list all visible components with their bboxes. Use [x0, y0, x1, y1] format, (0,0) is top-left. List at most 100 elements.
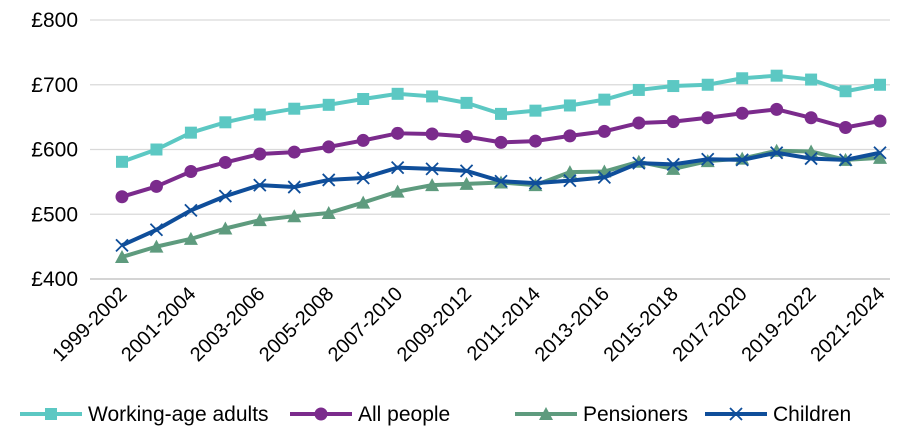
- data-point-working-age-adults: [701, 78, 714, 91]
- data-point-all-people: [528, 134, 542, 148]
- data-point-all-people: [701, 111, 715, 125]
- series-children: [115, 146, 887, 252]
- data-point-pensioners: [459, 176, 474, 190]
- data-point-children: [494, 174, 508, 188]
- data-point-all-people: [115, 190, 129, 204]
- legend-label: Children: [773, 403, 851, 426]
- legend-item-pensioners: Pensioners: [515, 403, 688, 426]
- data-point-all-people: [563, 129, 577, 143]
- data-point-working-age-adults: [426, 90, 439, 103]
- gridlines: [90, 19, 890, 280]
- data-point-all-people: [253, 147, 267, 161]
- data-point-all-people: [218, 155, 232, 169]
- data-point-pensioners: [115, 249, 129, 263]
- data-point-working-age-adults: [839, 85, 852, 98]
- data-point-children: [735, 153, 749, 167]
- data-point-working-age-adults: [253, 108, 266, 121]
- data-point-all-people: [460, 130, 474, 144]
- data-point-all-people: [494, 135, 508, 149]
- data-point-pensioners: [149, 239, 164, 253]
- x-tick-label: 2009-2012: [393, 283, 476, 366]
- data-point-children: [769, 146, 784, 160]
- data-point-pensioners: [562, 165, 577, 179]
- data-point-working-age-adults: [322, 98, 335, 111]
- data-point-pensioners: [252, 213, 267, 227]
- legend-marker: [539, 407, 553, 420]
- data-point-all-people: [666, 115, 680, 129]
- data-point-working-age-adults: [598, 93, 611, 106]
- data-point-children: [115, 238, 129, 252]
- data-point-working-age-adults: [288, 102, 301, 115]
- data-point-working-age-adults: [495, 107, 507, 120]
- data-point-all-people: [632, 116, 646, 130]
- y-tick-label: £400: [31, 268, 78, 291]
- data-point-all-people: [425, 127, 439, 141]
- y-axis-tick-labels: £400 £500 £600 £700 £800: [31, 9, 78, 291]
- data-point-working-age-adults: [391, 87, 404, 100]
- data-point-all-people: [287, 145, 301, 159]
- legend-marker: [729, 407, 743, 421]
- data-point-all-people: [735, 106, 749, 120]
- data-point-working-age-adults: [357, 92, 370, 105]
- legend-item-children: Children: [705, 403, 851, 426]
- data-point-children: [425, 162, 439, 176]
- data-point-children: [873, 146, 887, 160]
- data-point-pensioners: [183, 231, 198, 245]
- data-point-pensioners: [666, 161, 681, 175]
- data-point-children: [322, 173, 336, 187]
- data-point-children: [253, 178, 267, 192]
- data-point-children: [563, 173, 577, 188]
- series-line-children: [121, 150, 881, 248]
- data-point-working-age-adults: [150, 143, 163, 156]
- data-point-all-people: [391, 126, 405, 140]
- data-point-children: [804, 151, 818, 166]
- data-point-children: [597, 170, 612, 184]
- series-line-pensioners: [121, 148, 881, 259]
- data-point-all-people: [597, 124, 611, 138]
- legend-label: Pensioners: [583, 403, 688, 426]
- data-point-all-people: [839, 120, 853, 134]
- legend-item-all-people: All people: [290, 403, 450, 426]
- data-point-all-people: [184, 165, 198, 179]
- series-working-age-adults: [116, 69, 886, 168]
- data-point-working-age-adults: [116, 155, 128, 168]
- data-point-working-age-adults: [184, 126, 197, 139]
- data-point-all-people: [149, 179, 163, 193]
- data-point-all-people: [873, 114, 887, 128]
- y-tick-label: £600: [31, 139, 78, 162]
- data-point-working-age-adults: [736, 72, 749, 85]
- data-point-working-age-adults: [460, 96, 473, 109]
- legend-item-working-age-adults: Working-age adults: [20, 403, 269, 426]
- data-point-working-age-adults: [219, 116, 232, 129]
- data-point-children: [184, 203, 198, 218]
- data-point-pensioners: [390, 184, 405, 198]
- data-point-working-age-adults: [563, 99, 576, 112]
- data-point-pensioners: [356, 195, 371, 209]
- x-tick-label: 2021-2024: [806, 283, 889, 366]
- y-tick-label: £800: [31, 9, 78, 32]
- data-point-children: [459, 164, 474, 178]
- data-point-working-age-adults: [632, 83, 645, 96]
- data-point-working-age-adults: [805, 73, 818, 86]
- legend-label: All people: [358, 403, 450, 426]
- x-axis: 1999-20022001-20042003-20062005-20082007…: [48, 278, 890, 366]
- data-point-all-people: [804, 111, 818, 125]
- data-point-working-age-adults: [874, 78, 886, 91]
- data-point-working-age-adults: [529, 104, 542, 117]
- legend-marker: [45, 408, 57, 420]
- data-point-children: [356, 171, 370, 185]
- data-point-children: [701, 152, 715, 166]
- y-tick-label: £500: [31, 203, 78, 226]
- data-point-children: [528, 176, 543, 190]
- data-point-pensioners: [873, 150, 887, 164]
- series-all-people: [115, 102, 887, 204]
- data-point-children: [632, 156, 646, 170]
- data-point-working-age-adults: [667, 80, 680, 93]
- data-point-children: [666, 157, 680, 172]
- data-point-children: [390, 160, 405, 175]
- data-point-all-people: [356, 133, 370, 147]
- y-tick-label: £700: [31, 74, 78, 97]
- legend-label: Working-age adults: [88, 403, 269, 426]
